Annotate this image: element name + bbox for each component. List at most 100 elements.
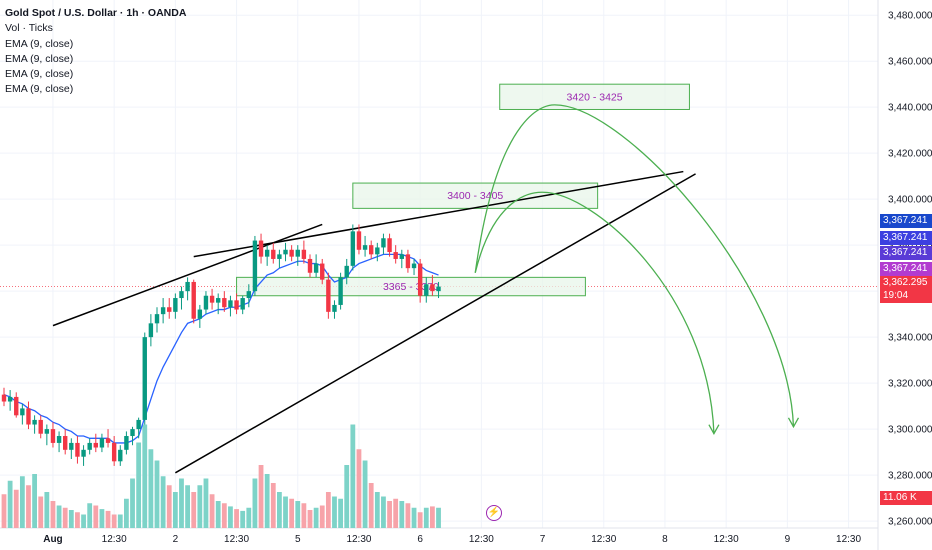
candle-body [111,442,117,462]
volume-label: 11.06 K [880,491,932,505]
volume-bar [19,476,25,528]
candle-body [185,281,190,292]
legend-indicator-volume[interactable]: Vol · Ticks [5,22,53,35]
candle-body [14,396,19,416]
volume-bar [270,483,276,528]
x-tick-label: 12:30 [469,534,494,545]
volume-bar [99,509,105,528]
projection-arc [474,191,715,434]
candle-body [430,284,435,292]
volume-bar [142,424,148,528]
volume-bar [136,442,142,528]
volume-bar [7,480,13,528]
zone-label: 3420 - 3425 [567,91,623,103]
x-tick-label: 12:30 [714,534,739,545]
volume-bar [423,507,429,528]
volume-bar [75,512,80,528]
volume-bar [381,496,386,528]
candle-body [20,408,25,416]
legend-indicator-ema[interactable]: EMA (9, close) [5,52,74,65]
y-tick-label: 3,420.000 [888,149,932,160]
candle-body [240,298,245,310]
y-tick-label: 3,280.000 [888,471,932,482]
lightning-icon[interactable]: ⚡ [486,505,502,521]
volume-bar [50,501,56,528]
candle-body [63,436,68,450]
volume-bar [68,510,74,528]
candle-body [75,442,80,457]
candle-body [338,277,343,305]
candle-body [26,408,31,425]
volume-bar [179,478,184,528]
candle-body [209,295,215,303]
candle-body [105,438,111,443]
candle-body [148,323,154,338]
volume-bar [344,465,350,528]
legend-indicator-ema[interactable]: EMA (9, close) [5,37,74,50]
candle-body [167,307,172,312]
trend-line [193,170,684,258]
volume-bar [405,503,411,528]
x-tick-label: 6 [417,534,423,545]
candle-body [32,419,37,425]
volume-bar [38,496,44,528]
legend-indicator-ema[interactable]: EMA (9, close) [5,68,74,81]
volume-bar [130,478,135,528]
chart-legend: Gold Spot / U.S. Dollar · 1h · OANDA Vol… [5,6,186,98]
candle-body [7,396,13,402]
volume-bar [197,485,203,528]
x-tick-label: 12:30 [836,534,861,545]
y-tick-label: 3,340.000 [888,333,932,344]
candle-body [399,254,404,259]
volume-bar [368,483,374,528]
x-tick-label: 12:30 [224,534,249,545]
candle-body [313,263,319,273]
candle-body [350,231,356,266]
volume-bar [258,465,264,528]
volume-bar [160,476,166,528]
candle-body [246,291,251,299]
candle-body [405,254,411,269]
candle-body [38,419,43,434]
legend-indicator-ema[interactable]: EMA (9, close) [5,83,74,96]
volume-bar [13,489,19,528]
candle-body [191,281,196,319]
price-label-ema: 3,367.241 [880,214,932,228]
x-tick-label: 12:30 [591,534,616,545]
legend-title[interactable]: Gold Spot / U.S. Dollar · 1h · OANDA [5,7,187,19]
candle-body [326,279,331,312]
volume-bar [436,507,441,528]
y-tick-label: 3,480.000 [888,11,932,22]
candle-body [99,438,105,448]
y-tick-label: 3,440.000 [888,103,932,114]
candle-body [369,245,374,255]
volume-bar [277,492,282,528]
volume-bar [87,503,93,528]
candle-body [381,238,386,248]
volume-bar [430,506,435,528]
volume-bar [117,514,123,528]
price-label-ema: 3,367.241 [880,246,932,260]
x-tick-label: 5 [295,534,301,545]
volume-bar [393,498,399,528]
volume-bar [356,449,362,528]
price-label-countdown: 19:04 [880,289,932,303]
candle-body [124,436,129,450]
volume-bar [301,503,307,528]
volume-bar [399,501,405,528]
candle-body [81,449,86,457]
candle-body [411,263,417,269]
volume-bar [338,498,343,528]
y-tick-label: 3,300.000 [888,425,932,436]
candle-body [234,300,239,310]
candle-body [424,284,429,296]
volume-bar [307,510,313,528]
volume-bar [172,492,178,528]
x-tick-label: 9 [785,534,791,545]
x-tick-label: 12:30 [346,534,371,545]
candle-body [87,442,92,450]
volume-bar [417,512,423,528]
price-label-last: 3,362.295 [880,276,932,290]
